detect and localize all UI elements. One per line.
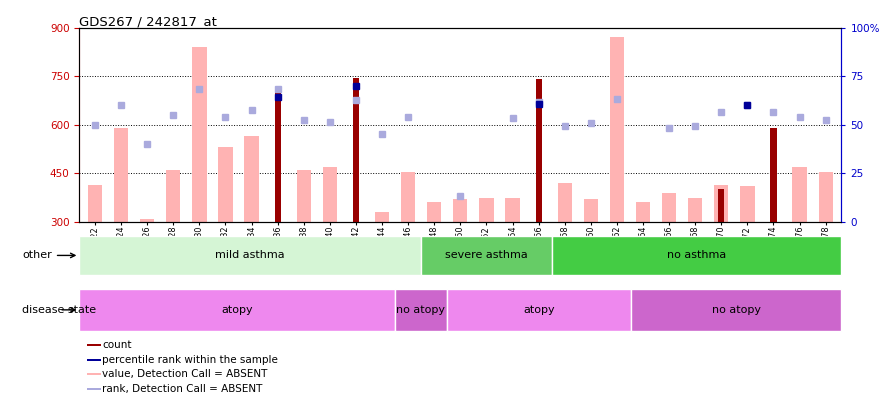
Bar <box>374 212 389 222</box>
Bar <box>88 185 102 222</box>
Bar <box>740 186 755 222</box>
Text: no atopy: no atopy <box>712 305 760 315</box>
Bar <box>421 236 552 275</box>
Bar <box>87 345 100 346</box>
Bar <box>244 136 259 222</box>
Bar <box>636 202 650 222</box>
Text: severe asthma: severe asthma <box>445 250 528 261</box>
Text: atopy: atopy <box>523 305 555 315</box>
Bar <box>506 198 520 222</box>
Text: no asthma: no asthma <box>667 250 727 261</box>
Bar <box>558 183 572 222</box>
Bar <box>792 167 807 222</box>
Bar <box>297 170 311 222</box>
Bar <box>401 171 415 222</box>
Bar <box>610 37 624 222</box>
Bar <box>453 199 468 222</box>
Bar <box>353 78 359 222</box>
Bar <box>771 128 776 222</box>
Bar <box>714 185 729 222</box>
Bar <box>87 373 100 375</box>
Bar <box>427 202 441 222</box>
Bar <box>552 236 841 275</box>
Bar <box>192 47 206 222</box>
Bar <box>583 199 598 222</box>
Bar <box>218 147 233 222</box>
Bar <box>114 128 129 222</box>
Bar <box>79 289 395 331</box>
Bar <box>479 198 493 222</box>
Bar <box>322 167 337 222</box>
Bar <box>818 171 833 222</box>
Bar <box>718 189 724 222</box>
Bar <box>166 170 181 222</box>
Bar <box>631 289 841 331</box>
Text: GDS267 / 242817_at: GDS267 / 242817_at <box>79 15 217 28</box>
Bar <box>688 198 702 222</box>
Text: count: count <box>102 341 131 350</box>
Bar <box>87 359 100 361</box>
Text: percentile rank within the sample: percentile rank within the sample <box>102 355 278 366</box>
Bar <box>395 289 448 331</box>
Bar <box>662 192 677 222</box>
Bar <box>87 388 100 390</box>
Text: mild asthma: mild asthma <box>215 250 285 261</box>
Bar <box>536 80 542 222</box>
Text: no atopy: no atopy <box>396 305 446 315</box>
Bar <box>79 236 421 275</box>
Bar <box>275 89 281 222</box>
Bar <box>140 219 154 222</box>
Text: value, Detection Call = ABSENT: value, Detection Call = ABSENT <box>102 369 268 379</box>
Text: atopy: atopy <box>221 305 253 315</box>
Text: rank, Detection Call = ABSENT: rank, Detection Call = ABSENT <box>102 384 263 394</box>
Bar <box>448 289 631 331</box>
Text: other: other <box>22 250 75 261</box>
Text: disease state: disease state <box>22 305 96 315</box>
